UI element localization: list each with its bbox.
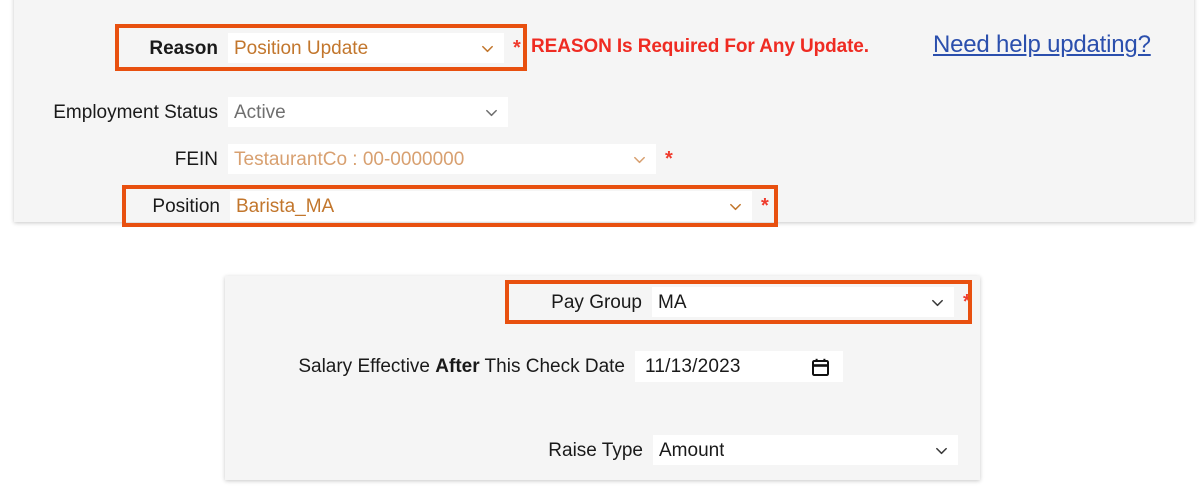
position-label: Position	[152, 195, 220, 217]
check-date-row: Salary Effective After This Check Date 1…	[233, 351, 843, 382]
check-date-value: 11/13/2023	[645, 356, 741, 377]
pay-group-label: Pay Group	[551, 291, 642, 313]
chevron-down-icon	[480, 41, 495, 56]
employment-status-select[interactable]: Active	[228, 97, 508, 127]
raise-type-select[interactable]: Amount	[653, 435, 958, 465]
pay-group-row: Pay Group MA *	[512, 287, 971, 317]
reason-required-notice: REASON Is Required For Any Update.	[531, 36, 869, 57]
pay-group-select[interactable]: MA	[652, 287, 954, 317]
employment-status-value: Active	[234, 102, 286, 122]
fein-value: TestaurantCo : 00-0000000	[234, 149, 465, 169]
pay-group-value: MA	[658, 292, 687, 312]
check-date-input[interactable]: 11/13/2023	[635, 351, 843, 382]
check-date-label-emphasis: After	[435, 356, 480, 377]
reason-row: Reason Position Update *	[124, 33, 521, 63]
chevron-down-icon	[484, 105, 499, 120]
reason-required-asterisk: *	[513, 37, 521, 59]
raise-type-value: Amount	[659, 440, 725, 460]
check-date-label-part2: This Check Date	[479, 356, 625, 377]
employment-status-row: Employment Status Active	[22, 97, 508, 127]
check-date-label: Salary Effective After This Check Date	[233, 357, 635, 376]
raise-type-row: Raise Type Amount	[513, 435, 958, 465]
position-row: Position Barista_MA *	[128, 191, 769, 221]
position-select[interactable]: Barista_MA	[230, 191, 752, 221]
reason-select[interactable]: Position Update	[228, 33, 504, 63]
calendar-icon[interactable]	[812, 358, 829, 376]
chevron-down-icon	[728, 199, 743, 214]
fein-label: FEIN	[174, 148, 218, 170]
check-date-label-part1: Salary Effective	[298, 356, 436, 377]
employment-status-label: Employment Status	[53, 101, 218, 123]
position-value: Barista_MA	[236, 196, 335, 216]
chevron-down-icon	[632, 152, 647, 167]
fein-required-asterisk: *	[665, 148, 673, 170]
raise-type-label: Raise Type	[548, 439, 643, 461]
need-help-updating-link[interactable]: Need help updating?	[933, 31, 1151, 58]
fein-select[interactable]: TestaurantCo : 00-0000000	[228, 144, 656, 174]
reason-value: Position Update	[234, 38, 369, 58]
reason-label: Reason	[149, 37, 218, 59]
chevron-down-icon	[934, 443, 949, 458]
position-required-asterisk: *	[761, 195, 769, 217]
pay-group-required-asterisk: *	[963, 291, 971, 313]
chevron-down-icon	[930, 295, 945, 310]
fein-row: FEIN TestaurantCo : 00-0000000 *	[110, 144, 673, 174]
